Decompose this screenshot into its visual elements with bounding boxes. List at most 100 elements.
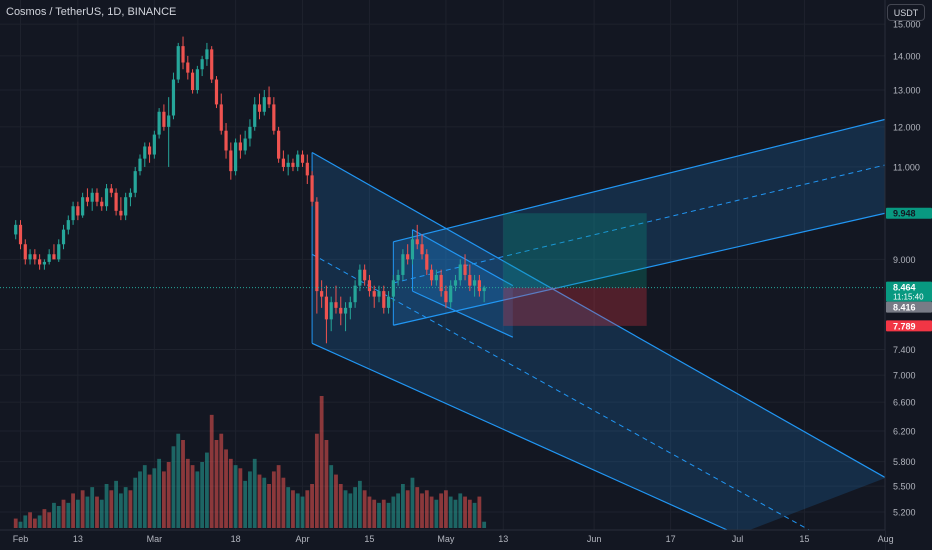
volume-bar (13, 518, 18, 528)
volume-bar (291, 490, 295, 528)
volume-bar (109, 490, 114, 528)
candle-body (167, 115, 171, 127)
candle-body (214, 79, 219, 105)
candle-body (152, 134, 156, 155)
time-tick-label: 17 (666, 534, 676, 544)
volume-bar (56, 506, 61, 528)
candle-body (42, 261, 46, 265)
channel-upper-line (412, 229, 514, 287)
candle-body (90, 192, 94, 202)
candle-body (401, 254, 405, 275)
volume-bar (424, 490, 429, 528)
time-tick-label: Mar (147, 534, 163, 544)
time-tick-label: May (437, 534, 455, 544)
volume-bar (219, 433, 224, 528)
volume-bar (66, 502, 71, 528)
time-tick-label: 13 (73, 534, 83, 544)
candle-body (291, 162, 295, 167)
volume-bar (434, 499, 439, 528)
candle-body (210, 49, 214, 80)
candle-body (38, 259, 42, 265)
candle-body (329, 302, 333, 320)
volume-bar (181, 440, 185, 528)
volume-bar (118, 493, 123, 528)
price-tick-label: 13.000 (893, 86, 921, 96)
candle-body (248, 126, 252, 139)
volume-bar (23, 515, 28, 528)
price-tick-label: 14.000 (893, 51, 921, 61)
candle-body (157, 111, 161, 135)
volume-bar (319, 396, 324, 528)
candle-body (310, 175, 314, 202)
volume-bar (448, 496, 453, 528)
volume-bar (286, 487, 291, 528)
price-label-value: 8.464 (893, 283, 916, 293)
volume-bar (205, 452, 209, 528)
candle-body (253, 104, 257, 127)
volume-bar (310, 484, 314, 528)
volume-bar (429, 496, 434, 528)
volume-bar (267, 484, 271, 528)
candle-body (468, 274, 472, 286)
volume-bar (166, 462, 171, 528)
candle-body (358, 269, 362, 286)
asc-channel-fill (393, 119, 886, 326)
symbol-title[interactable]: Cosmos / TetherUS, 1D, BINANCE (6, 6, 177, 18)
volume-bar (257, 474, 262, 528)
price-label-box (886, 281, 932, 302)
volume-bar (482, 521, 487, 528)
candle-body (267, 97, 271, 105)
volume-bar (185, 458, 190, 528)
volume-bar (195, 471, 200, 528)
candle-body (143, 146, 147, 159)
price-tick-label: 9.000 (893, 255, 916, 265)
candle-body (315, 201, 319, 292)
trend-channels (311, 118, 886, 536)
candle-body (262, 97, 266, 112)
volume-bar (338, 484, 343, 528)
candle-body (162, 111, 166, 127)
volume-bar (233, 465, 238, 528)
candle-body (238, 142, 242, 151)
candles (14, 36, 486, 344)
candle-body (406, 254, 410, 260)
candle-body (14, 224, 18, 235)
volume-bar (238, 468, 243, 528)
candle-body (272, 104, 276, 131)
volume-bar (329, 465, 334, 528)
volume-bar (458, 493, 463, 528)
volume-bar (214, 440, 219, 528)
candle-body (320, 291, 324, 297)
price-tick-label: 6.600 (893, 398, 916, 408)
volume-bar (467, 499, 472, 528)
volume-bar (367, 496, 372, 528)
candle-body (339, 307, 343, 314)
volume-bar (463, 496, 467, 528)
time-tick-label: 15 (364, 534, 374, 544)
candle-body (434, 274, 438, 281)
candle-body (425, 254, 429, 270)
volume-bar (405, 490, 410, 528)
candle-body (410, 239, 415, 260)
volume-bar (372, 499, 377, 528)
volume-bar (271, 471, 276, 528)
candle-body (18, 224, 23, 245)
grid-lines (0, 0, 887, 530)
channel-upper-line (393, 118, 886, 243)
candle-body (286, 162, 290, 167)
price-label-box (886, 207, 932, 219)
price-label-value: 9.948 (893, 209, 916, 219)
price-label-countdown: 11:15:40 (893, 293, 924, 302)
price-tick-label: 7.000 (893, 371, 916, 381)
channel-lower-line (393, 212, 886, 326)
currency-button[interactable]: USDT (887, 4, 925, 21)
price-tick-label: 6.200 (893, 426, 916, 436)
volume-bar (262, 477, 267, 528)
candle-body (61, 229, 66, 245)
candle-body (477, 280, 481, 292)
candle-body (343, 307, 348, 314)
candle-body (229, 150, 233, 172)
candle-body (71, 206, 75, 221)
candle-body (391, 280, 395, 297)
